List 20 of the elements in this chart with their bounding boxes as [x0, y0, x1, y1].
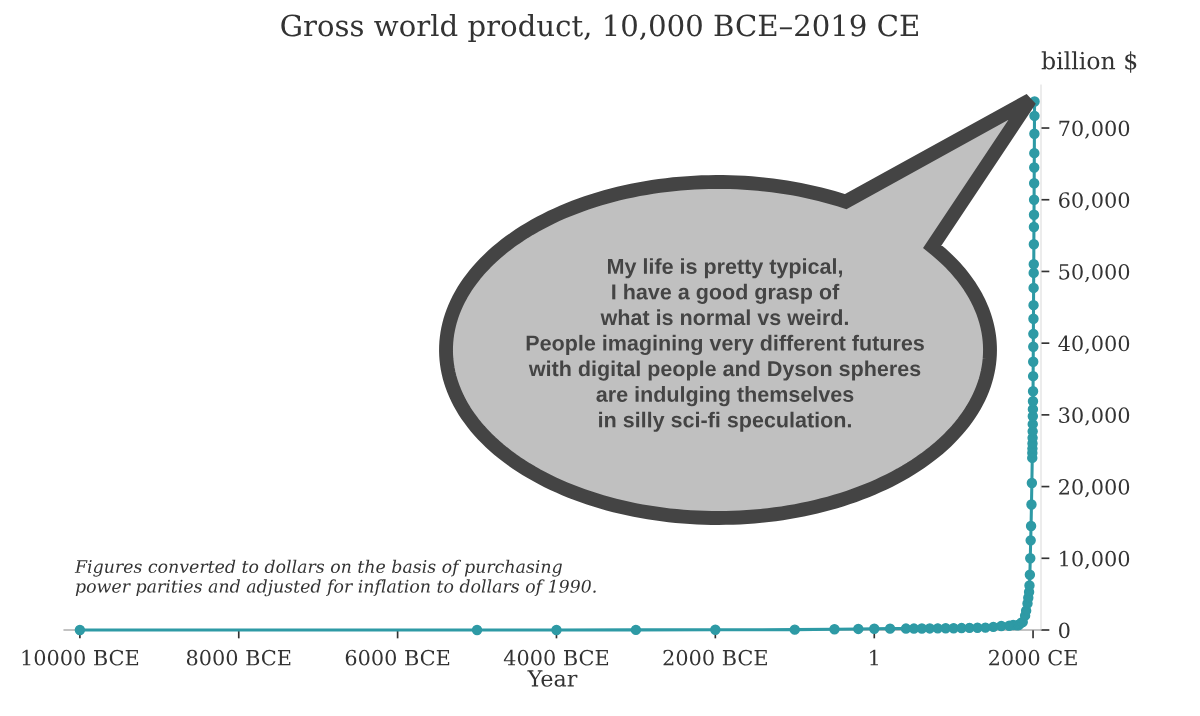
x-tick-label: 8000 BCE	[186, 649, 291, 666]
x-tick-label: 4000 BCE	[503, 649, 609, 666]
y-tick-label: 20,000	[1059, 479, 1130, 498]
x-tick-label: 10000 BCE	[22, 649, 139, 666]
x-tick-label: 6000 BCE	[345, 649, 450, 666]
y-tick-label: 0	[1059, 622, 1070, 639]
y-tick-label: 70,000	[1059, 120, 1130, 139]
y-tick-label: 50,000	[1059, 263, 1130, 283]
chart-title: Gross world product, 10,000 BCE–2019 CE	[281, 13, 918, 43]
annotation: Figures converted to dollars on the basis of purchasing power parities and adjusted for inflation to dollars of 1990.	[74, 559, 596, 597]
y-axis-title: billion $	[1041, 51, 1137, 73]
x-axis-title: Year	[527, 670, 578, 687]
y-tick-label: 30,000	[1059, 407, 1130, 426]
y-tick-label: 10,000	[1060, 550, 1130, 570]
x-tick-label: 2000 CE	[989, 649, 1077, 666]
x-tick-label: 1	[870, 649, 878, 666]
annotation: My life is pretty typical, I have a good grasp of what is normal vs weird. People imagining very different futures with digital people and Dyson spheres are indulging themselves in silly sci-fi speculation.	[526, 258, 924, 432]
y-tick-label: 60,000	[1059, 192, 1130, 211]
x-tick-label: 2000 BCE	[663, 649, 767, 666]
y-tick-label: 40,000	[1058, 335, 1130, 354]
